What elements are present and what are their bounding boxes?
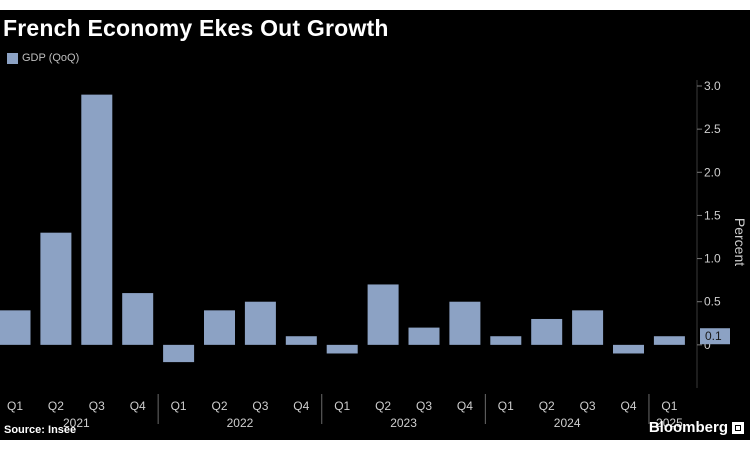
- bar: [490, 336, 522, 345]
- bar: [122, 293, 154, 345]
- x-tick-label: Q4: [130, 399, 146, 413]
- x-year-label: 2022: [227, 416, 254, 430]
- y-tick-label: 0: [704, 338, 711, 352]
- x-tick-label: Q3: [416, 399, 432, 413]
- brand-name: Bloomberg: [648, 419, 728, 436]
- bar: [408, 327, 440, 345]
- x-tick-label: Q1: [498, 399, 514, 413]
- x-tick-label: Q4: [620, 399, 636, 413]
- x-year-label: 2024: [554, 416, 581, 430]
- x-tick-label: Q3: [252, 399, 268, 413]
- last-value-badge: [700, 328, 730, 345]
- y-tick-label: 1.0: [704, 252, 721, 266]
- bar: [285, 336, 317, 345]
- y-tick-label: 3.0: [704, 79, 721, 93]
- x-year-label: 2023: [390, 416, 417, 430]
- x-tick-label: Q1: [7, 399, 23, 413]
- bar: [449, 301, 481, 345]
- bar: [81, 94, 113, 345]
- x-tick-label: Q4: [457, 399, 473, 413]
- y-axis-title: Percent: [732, 218, 748, 266]
- bar: [653, 336, 685, 345]
- bar: [326, 344, 358, 354]
- chart-title: French Economy Ekes Out Growth: [3, 15, 389, 41]
- bar: [367, 284, 399, 345]
- legend-swatch: [7, 52, 18, 64]
- x-tick-label: Q4: [293, 399, 309, 413]
- last-value-label: 0.1: [705, 329, 722, 343]
- bar: [572, 310, 604, 345]
- bar: [204, 310, 235, 345]
- x-year-label: 2021: [63, 416, 90, 430]
- x-tick-label: Q3: [89, 399, 105, 413]
- y-tick-label: 1.5: [704, 208, 721, 222]
- x-tick-label: Q2: [48, 399, 64, 413]
- bar-chart: 3.0 2.5 2.0 1.5 1.0 0.5 0 Percent Q1 Q2 Q3 Q4 Q1 Q2 Q3…: [0, 79, 748, 430]
- brand-icon: [732, 421, 744, 434]
- x-tick-label: Q1: [334, 399, 350, 413]
- bar: [0, 310, 31, 345]
- x-tick-label: Q2: [211, 399, 227, 413]
- x-tick-label: Q1: [661, 399, 677, 413]
- bar: [40, 232, 72, 345]
- x-year-label: 2025: [656, 416, 683, 430]
- bar: [244, 301, 276, 345]
- chart-frame: French Economy Ekes Out Growth GDP (QoQ)…: [0, 10, 750, 440]
- legend-label: GDP (QoQ): [22, 52, 80, 64]
- y-tick-label: 2.5: [704, 122, 721, 136]
- bar: [163, 344, 195, 363]
- legend: GDP (QoQ): [7, 52, 79, 64]
- x-tick-label: Q2: [375, 399, 391, 413]
- y-tick-label: 0.5: [704, 295, 721, 309]
- y-tick-label: 2.0: [704, 165, 721, 179]
- brand-logo: Bloomberg: [649, 419, 744, 436]
- x-tick-label: Q1: [171, 399, 187, 413]
- bar: [613, 344, 644, 354]
- bar: [531, 318, 563, 345]
- x-tick-label: Q2: [539, 399, 555, 413]
- source-note: Source: Insee: [4, 424, 77, 436]
- x-tick-label: Q3: [580, 399, 596, 413]
